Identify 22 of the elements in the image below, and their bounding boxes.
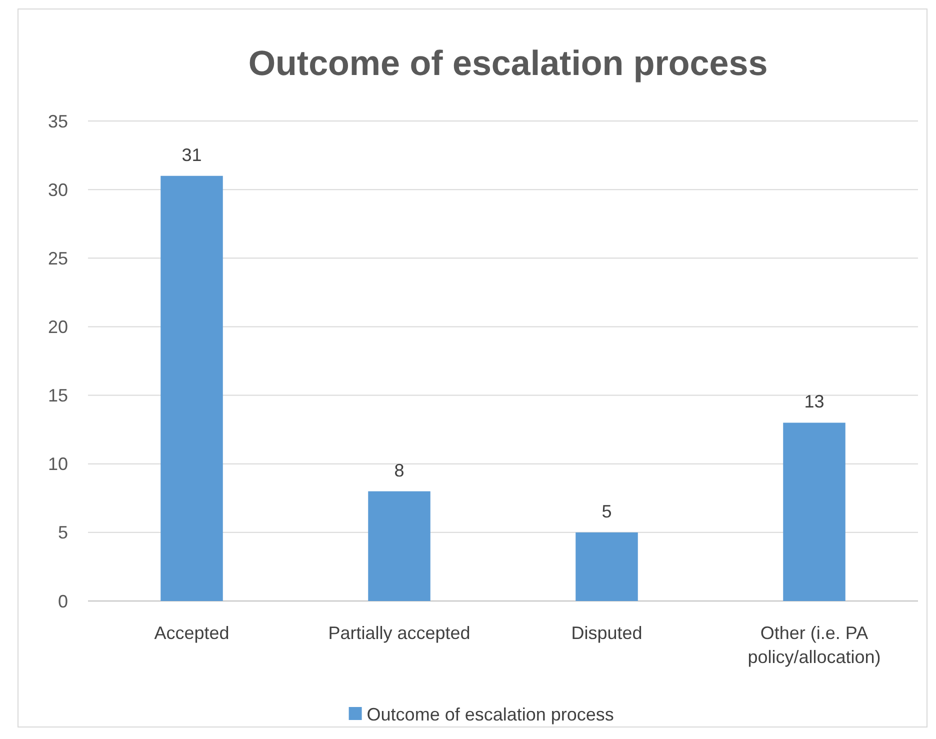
x-tick-label: Partially accepted (328, 623, 470, 643)
bar (368, 491, 430, 601)
data-label: 31 (182, 144, 202, 165)
y-tick-label: 35 (48, 111, 68, 132)
legend-label: Outcome of escalation process (366, 704, 614, 724)
bar (576, 532, 638, 601)
data-label: 13 (804, 392, 824, 412)
data-label: 5 (602, 501, 612, 522)
y-tick-label: 15 (48, 386, 68, 406)
y-tick-label: 5 (58, 522, 68, 543)
y-tick-label: 20 (48, 317, 68, 338)
y-tick-label: 25 (48, 248, 68, 268)
x-tick-label: Accepted (154, 623, 230, 643)
x-tick-label: Other (i.e. PA policy/allocation) (748, 623, 881, 667)
bar (160, 176, 223, 601)
y-tick-label: 30 (48, 180, 68, 200)
y-tick-label: 0 (58, 591, 68, 612)
chart-title: Outcome of escalation process (248, 44, 768, 83)
bar (783, 422, 846, 601)
y-tick-label: 10 (48, 454, 68, 474)
x-tick-label: Disputed (571, 623, 642, 643)
data-label: 8 (394, 460, 404, 480)
